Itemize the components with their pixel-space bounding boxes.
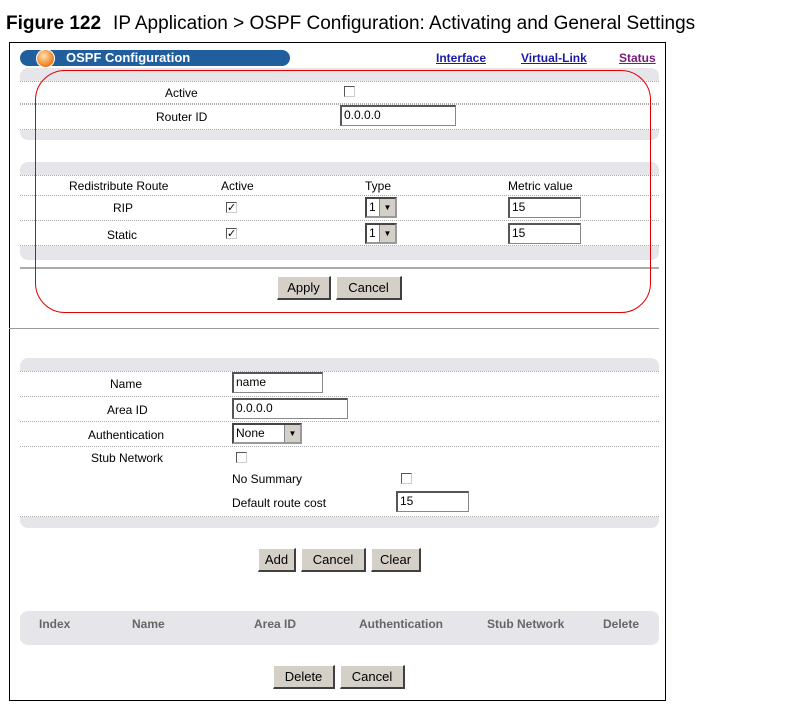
col-type: Type (365, 179, 392, 193)
authentication-value: None (236, 426, 265, 440)
highlight-outline (35, 70, 651, 313)
default-route-cost-input[interactable]: 15 (396, 491, 469, 512)
rip-label: RIP (113, 201, 134, 215)
router-id-label: Router ID (156, 110, 208, 124)
static-label: Static (107, 228, 138, 242)
col-index: Index (39, 617, 71, 631)
no-summary-label: No Summary (232, 472, 303, 486)
virtual-link-link[interactable]: Virtual-Link (521, 51, 587, 65)
active-label: Active (165, 86, 198, 100)
page-title: OSPF Configuration (66, 50, 191, 65)
col-active: Active (221, 179, 254, 193)
area-id-input[interactable]: 0.0.0.0 (232, 398, 348, 419)
area-id-label: Area ID (107, 403, 148, 417)
chevron-down-icon: ▼ (284, 425, 300, 442)
static-type-value: 1 (369, 226, 376, 240)
no-summary-checkbox[interactable] (401, 473, 412, 484)
col-area-id: Area ID (254, 617, 297, 631)
rip-type-value: 1 (369, 200, 376, 214)
orb-icon (36, 49, 55, 68)
clear-button[interactable]: Clear (371, 548, 421, 572)
add-button[interactable]: Add (258, 548, 296, 572)
apply-button[interactable]: Apply (277, 276, 331, 300)
interface-link[interactable]: Interface (436, 51, 487, 65)
static-type-select[interactable]: 1 ▼ (365, 223, 397, 244)
delete-button[interactable]: Delete (273, 665, 335, 689)
name-input[interactable]: name (232, 372, 323, 393)
rip-active-checkbox[interactable]: ✓ (226, 202, 237, 214)
status-link[interactable]: Status (619, 51, 656, 65)
figure-caption: Figure 122 IP Application > OSPF Configur… (6, 13, 695, 35)
router-id-row (20, 104, 659, 130)
router-id-input[interactable]: 0.0.0.0 (340, 105, 456, 126)
cancel-button[interactable]: Cancel (336, 276, 402, 300)
col-authentication: Authentication (359, 617, 443, 631)
chevron-down-icon: ▼ (379, 225, 395, 242)
cancel-delete-button[interactable]: Cancel (340, 665, 405, 689)
authentication-label: Authentication (88, 428, 165, 442)
chevron-down-icon: ▼ (379, 199, 395, 216)
page-title-bar: OSPF Configuration (20, 49, 290, 68)
name-label: Name (110, 377, 143, 391)
static-metric-input[interactable]: 15 (508, 223, 581, 244)
col-redistribute-route: Redistribute Route (69, 179, 169, 193)
section-divider (9, 328, 659, 329)
static-active-checkbox[interactable]: ✓ (226, 228, 237, 240)
col-delete: Delete (603, 617, 640, 631)
screenshot-frame (9, 42, 666, 701)
active-row (20, 81, 659, 104)
divider (20, 267, 659, 269)
figure-number: Figure 122 (6, 13, 102, 34)
active-checkbox[interactable] (344, 86, 355, 97)
authentication-select[interactable]: None ▼ (232, 423, 302, 444)
stub-network-label: Stub Network (91, 451, 164, 465)
area-table-header (20, 611, 659, 645)
col-name: Name (132, 617, 165, 631)
rip-metric-input[interactable]: 15 (508, 197, 581, 218)
cancel-area-button[interactable]: Cancel (301, 548, 366, 572)
col-metric-value: Metric value (508, 179, 573, 193)
area-rows (20, 371, 659, 517)
stub-network-checkbox[interactable] (236, 452, 247, 463)
col-stub-network: Stub Network (487, 617, 565, 631)
default-route-cost-label: Default route cost (232, 496, 327, 510)
rip-type-select[interactable]: 1 ▼ (365, 197, 397, 218)
figure-title: IP Application > OSPF Configuration: Act… (113, 13, 696, 34)
